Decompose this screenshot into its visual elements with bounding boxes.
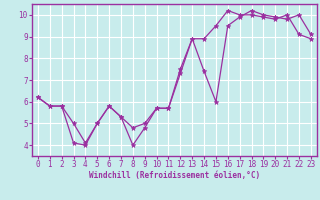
X-axis label: Windchill (Refroidissement éolien,°C): Windchill (Refroidissement éolien,°C): [89, 171, 260, 180]
